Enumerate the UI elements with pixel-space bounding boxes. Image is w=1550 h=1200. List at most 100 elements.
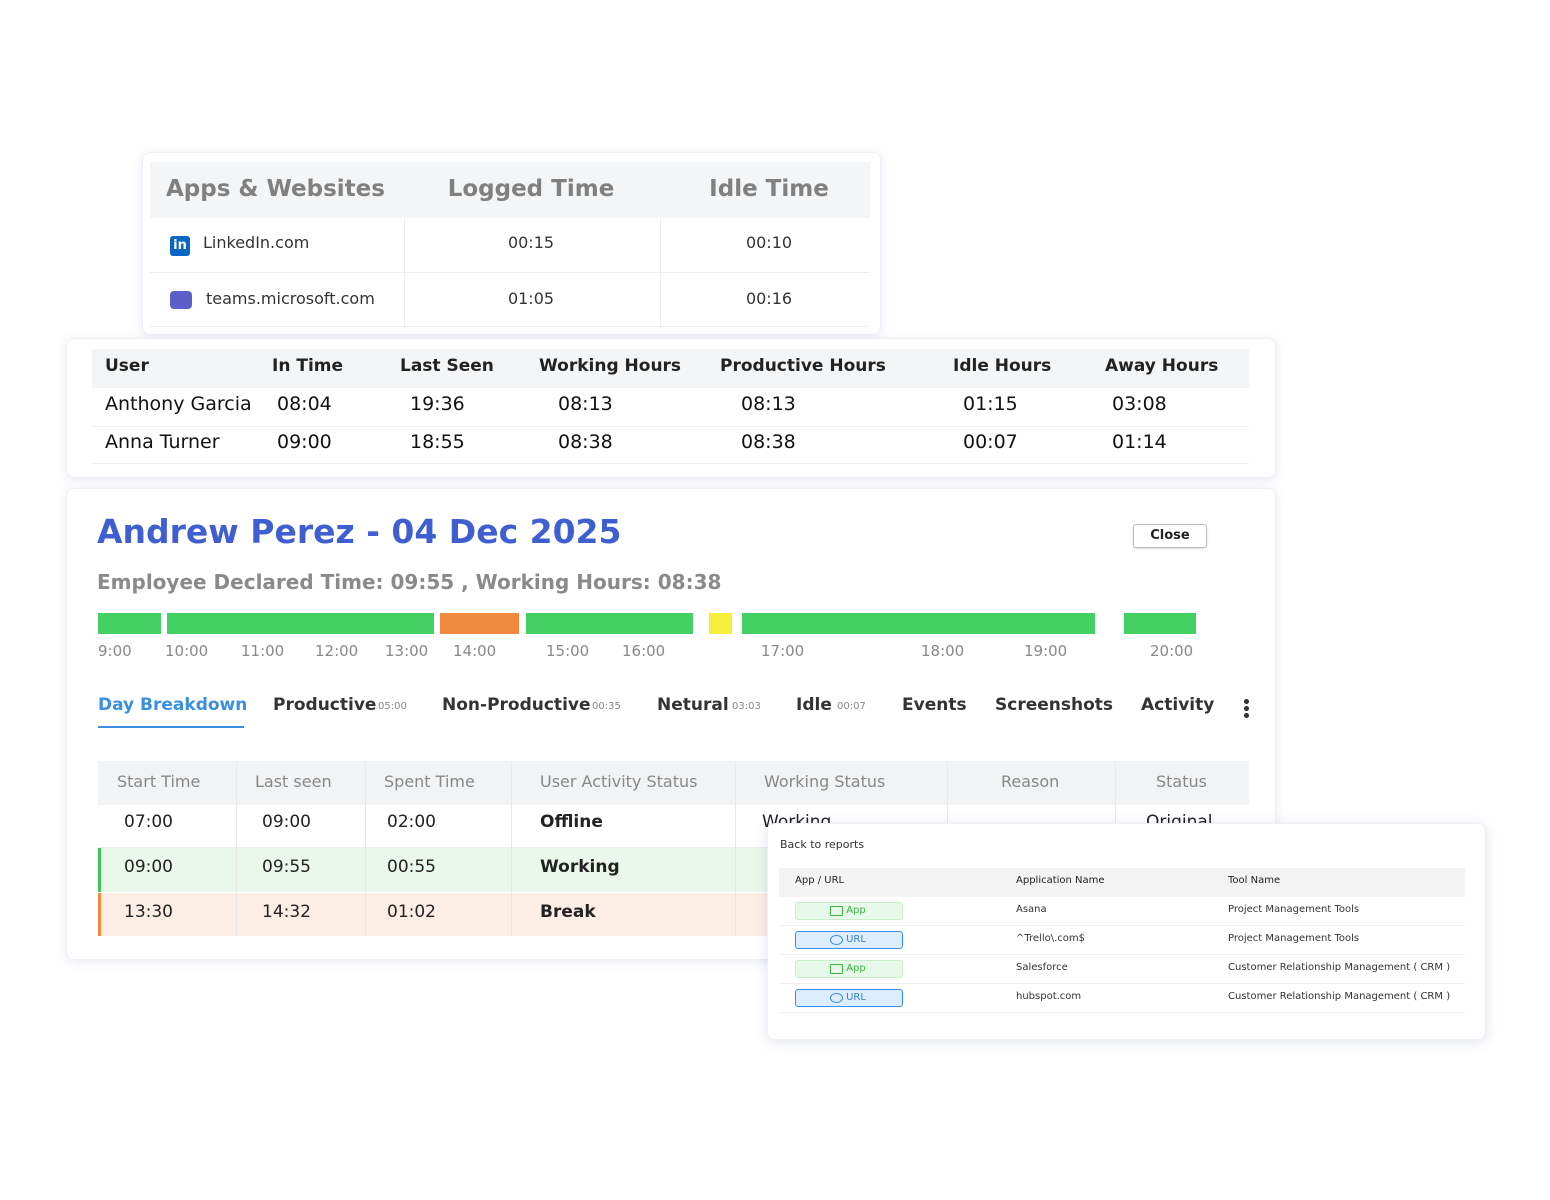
badge-icon [830, 964, 843, 974]
teams-icon [170, 291, 192, 309]
timeline-segment [742, 613, 1095, 634]
row-divider [150, 326, 870, 327]
table-cell: 03:08 [1112, 393, 1167, 415]
tab[interactable]: Day Breakdown [98, 695, 248, 715]
row-divider [779, 925, 1465, 926]
table-header: Status [1156, 772, 1207, 791]
row-divider [150, 272, 870, 273]
row-divider [92, 463, 1249, 464]
table-cell: Offline [540, 812, 603, 832]
timeline-segment [709, 613, 732, 634]
table-cell: 01:05 [507, 289, 555, 308]
table-cell: teams.microsoft.com [206, 289, 375, 308]
table-cell: 18:55 [410, 431, 465, 453]
table-cell: 08:13 [558, 393, 613, 415]
table-cell: 02:00 [387, 812, 436, 832]
table-cell: 07:00 [124, 812, 173, 832]
active-tab-underline [98, 726, 244, 728]
badge: App [795, 960, 903, 978]
table-header: Working Hours [539, 356, 682, 376]
table-header: Last seen [255, 772, 332, 791]
timeline-label: 20:00 [1150, 642, 1194, 660]
row-divider [92, 426, 1249, 427]
table-cell: Customer Relationship Management ( CRM ) [1228, 962, 1451, 973]
tab[interactable]: Netural [657, 695, 729, 715]
table-cell: 08:38 [741, 431, 796, 453]
tab[interactable]: Productive [273, 695, 377, 715]
table-header: Tool Name [1228, 875, 1281, 886]
table-cell: 00:15 [507, 233, 555, 252]
table-cell: 01:14 [1112, 431, 1167, 453]
table-header: Last Seen [400, 356, 494, 376]
table-header: App / URL [795, 875, 845, 886]
row-divider [98, 847, 1249, 848]
badge: App [795, 902, 903, 920]
timeline-segment [526, 613, 693, 634]
table-header: Productive Hours [720, 356, 886, 376]
timeline-segment [167, 613, 434, 634]
timeline-label: 19:00 [1024, 642, 1068, 660]
table-header: Application Name [1016, 875, 1105, 886]
table-cell: 00:07 [963, 431, 1018, 453]
tools-header-bg [779, 868, 1465, 897]
table-header: In Time [272, 356, 344, 376]
timeline-label: 18:00 [921, 642, 965, 660]
tab[interactable]: Events [902, 695, 967, 715]
timeline-label: 12:00 [315, 642, 359, 660]
timeline-label: 9:00 [98, 642, 132, 660]
table-cell: Asana [1016, 904, 1047, 915]
tab[interactable]: Screenshots [995, 695, 1114, 715]
table-cell: Break [540, 902, 596, 922]
table-header: Idle Time [709, 176, 829, 202]
tab-time: 05:00 [378, 701, 407, 712]
breakdown-header-bg [98, 761, 1249, 805]
table-cell: Project Management Tools [1228, 904, 1360, 915]
table-cell: 08:13 [741, 393, 796, 415]
timeline-segment [1124, 613, 1196, 634]
back-link[interactable]: Back to reports [780, 838, 865, 851]
col-divider [660, 218, 661, 328]
timeline-label: 14:00 [453, 642, 497, 660]
tab[interactable]: Non-Productive [442, 695, 591, 715]
table-header: Idle Hours [953, 356, 1052, 376]
table-cell: 09:00 [262, 812, 311, 832]
timeline-label: 17:00 [761, 642, 805, 660]
users-header-bg [92, 349, 1249, 388]
table-cell: Salesforce [1016, 962, 1068, 973]
table-header: Reason [1001, 772, 1060, 791]
timeline-segment [98, 613, 161, 634]
table-cell: 01:15 [963, 393, 1018, 415]
table-cell: 08:04 [277, 393, 332, 415]
timeline-label: 11:00 [241, 642, 285, 660]
timeline-label: 10:00 [165, 642, 209, 660]
linkedin-icon: in [170, 236, 190, 256]
apps-header-bg [150, 162, 870, 218]
tab-time: 03:03 [732, 701, 761, 712]
table-header: User Activity Status [540, 772, 698, 791]
close-button[interactable]: Close [1133, 524, 1207, 548]
row-divider [779, 1012, 1465, 1013]
col-divider [236, 762, 237, 936]
timeline-label: 15:00 [546, 642, 590, 660]
tab[interactable]: Idle [796, 695, 832, 715]
badge: URL [795, 989, 903, 1007]
more-menu[interactable] [1244, 698, 1249, 718]
row-divider [779, 954, 1465, 955]
detail-subtitle: Employee Declared Time: 09:55 , Working … [97, 570, 722, 594]
table-header: Start Time [117, 772, 201, 791]
badge: URL [795, 931, 903, 949]
tab-time: 00:07 [837, 701, 866, 712]
table-header: Away Hours [1105, 356, 1219, 376]
table-cell: 00:10 [745, 233, 793, 252]
tab[interactable]: Activity [1141, 695, 1215, 715]
col-divider [365, 762, 366, 936]
badge-icon [830, 935, 843, 945]
tab-time: 00:35 [592, 701, 621, 712]
table-cell: 09:00 [124, 857, 173, 877]
table-cell: 09:00 [277, 431, 332, 453]
table-cell: 19:36 [410, 393, 465, 415]
table-header: User [105, 356, 149, 376]
table-cell: 01:02 [387, 902, 436, 922]
col-divider [404, 218, 405, 328]
